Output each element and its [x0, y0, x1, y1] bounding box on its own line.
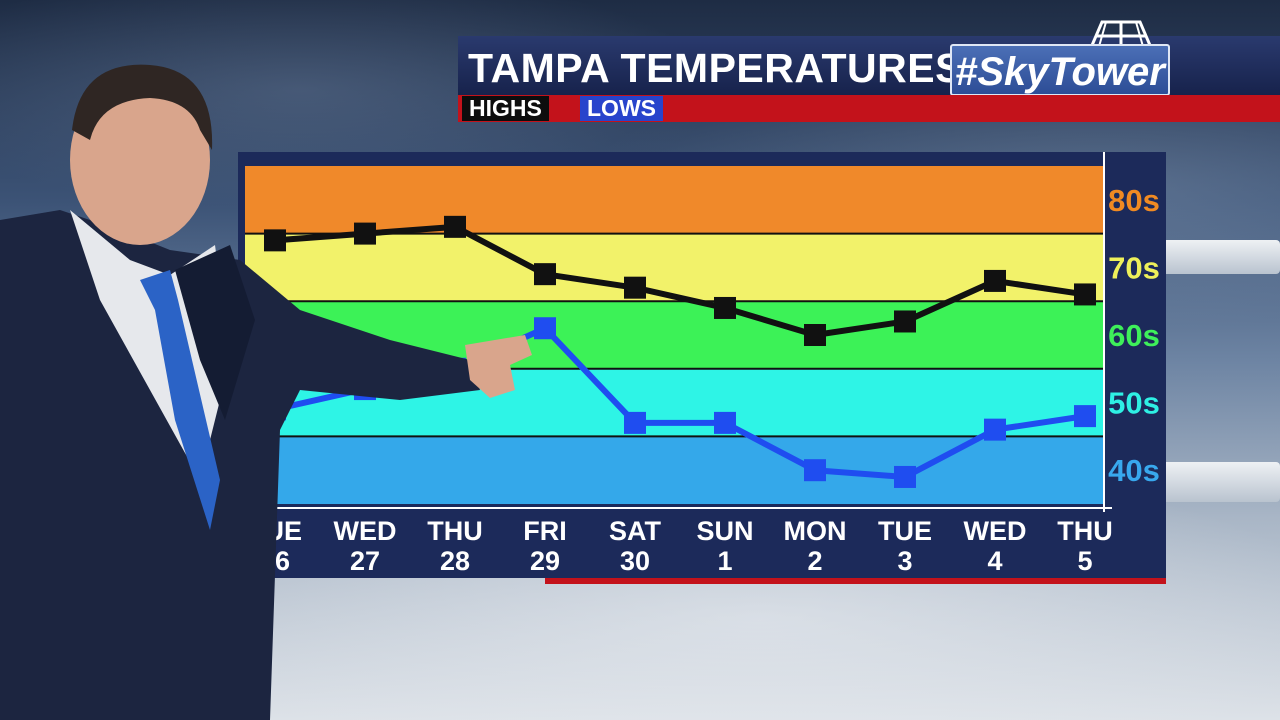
highs-point-9 [1074, 283, 1096, 306]
x-tick-date-6: 2 [807, 546, 822, 576]
highs-point-7 [894, 310, 916, 333]
x-tick-date-8: 4 [987, 546, 1002, 576]
x-tick-date-4: 30 [620, 546, 650, 576]
x-tick-day-4: SAT [609, 516, 662, 546]
x-tick-day-1: WED [334, 516, 397, 546]
lows-point-8 [984, 418, 1006, 441]
background-rail-lower [1160, 462, 1280, 502]
background-rail [1160, 240, 1280, 274]
x-tick-date-2: 28 [440, 546, 470, 576]
legend-lows: LOWS [580, 96, 663, 121]
band-label-70s: 70s [1108, 250, 1160, 285]
highs-point-8 [984, 269, 1006, 292]
x-tick-date-9: 5 [1077, 546, 1092, 576]
highs-point-1 [354, 222, 376, 245]
x-tick-day-5: SUN [696, 516, 753, 546]
temperature-chart: 80s70s60s50s40sTUE26WED27THU28FRI29SAT30… [245, 152, 1160, 576]
lows-point-6 [804, 459, 826, 482]
highs-point-3 [534, 263, 556, 286]
x-tick-day-7: TUE [878, 516, 932, 546]
x-tick-date-3: 29 [530, 546, 560, 576]
x-tick-day-6: MON [784, 516, 847, 546]
band-label-60s: 60s [1108, 318, 1160, 353]
x-tick-day-8: WED [964, 516, 1027, 546]
band-label-50s: 50s [1108, 386, 1160, 421]
x-tick-day-3: FRI [523, 516, 567, 546]
lows-point-9 [1074, 405, 1096, 428]
bottom-accent-bar [545, 578, 1166, 584]
presenter-figure [0, 64, 532, 720]
page-title: TAMPA TEMPERATURES [468, 45, 963, 91]
lows-point-5 [714, 411, 736, 434]
band-label-80s: 80s [1108, 183, 1160, 218]
highs-point-2 [444, 215, 466, 238]
chart-panel: 80s70s60s50s40sTUE26WED27THU28FRI29SAT30… [238, 152, 1166, 578]
highs-line [274, 223, 1086, 338]
highs-point-5 [714, 296, 736, 319]
band-70s [245, 233, 1103, 302]
highs-point-4 [624, 276, 646, 299]
band-80s [245, 166, 1103, 234]
highs-point-6 [804, 324, 826, 346]
lows-point-4 [624, 411, 646, 434]
x-tick-date-7: 3 [897, 546, 912, 576]
lows-point-7 [894, 465, 916, 488]
x-tick-day-2: THU [427, 516, 483, 546]
x-tick-date-1: 27 [350, 546, 380, 576]
band-label-40s: 40s [1108, 453, 1160, 488]
lows-point-3 [534, 317, 556, 340]
skytower-logo: #SkyTower [950, 44, 1170, 96]
x-tick-date-5: 1 [717, 546, 732, 576]
x-tick-day-9: THU [1057, 516, 1113, 546]
highs-point-0 [264, 229, 286, 252]
legend-highs: HIGHS [462, 96, 549, 121]
